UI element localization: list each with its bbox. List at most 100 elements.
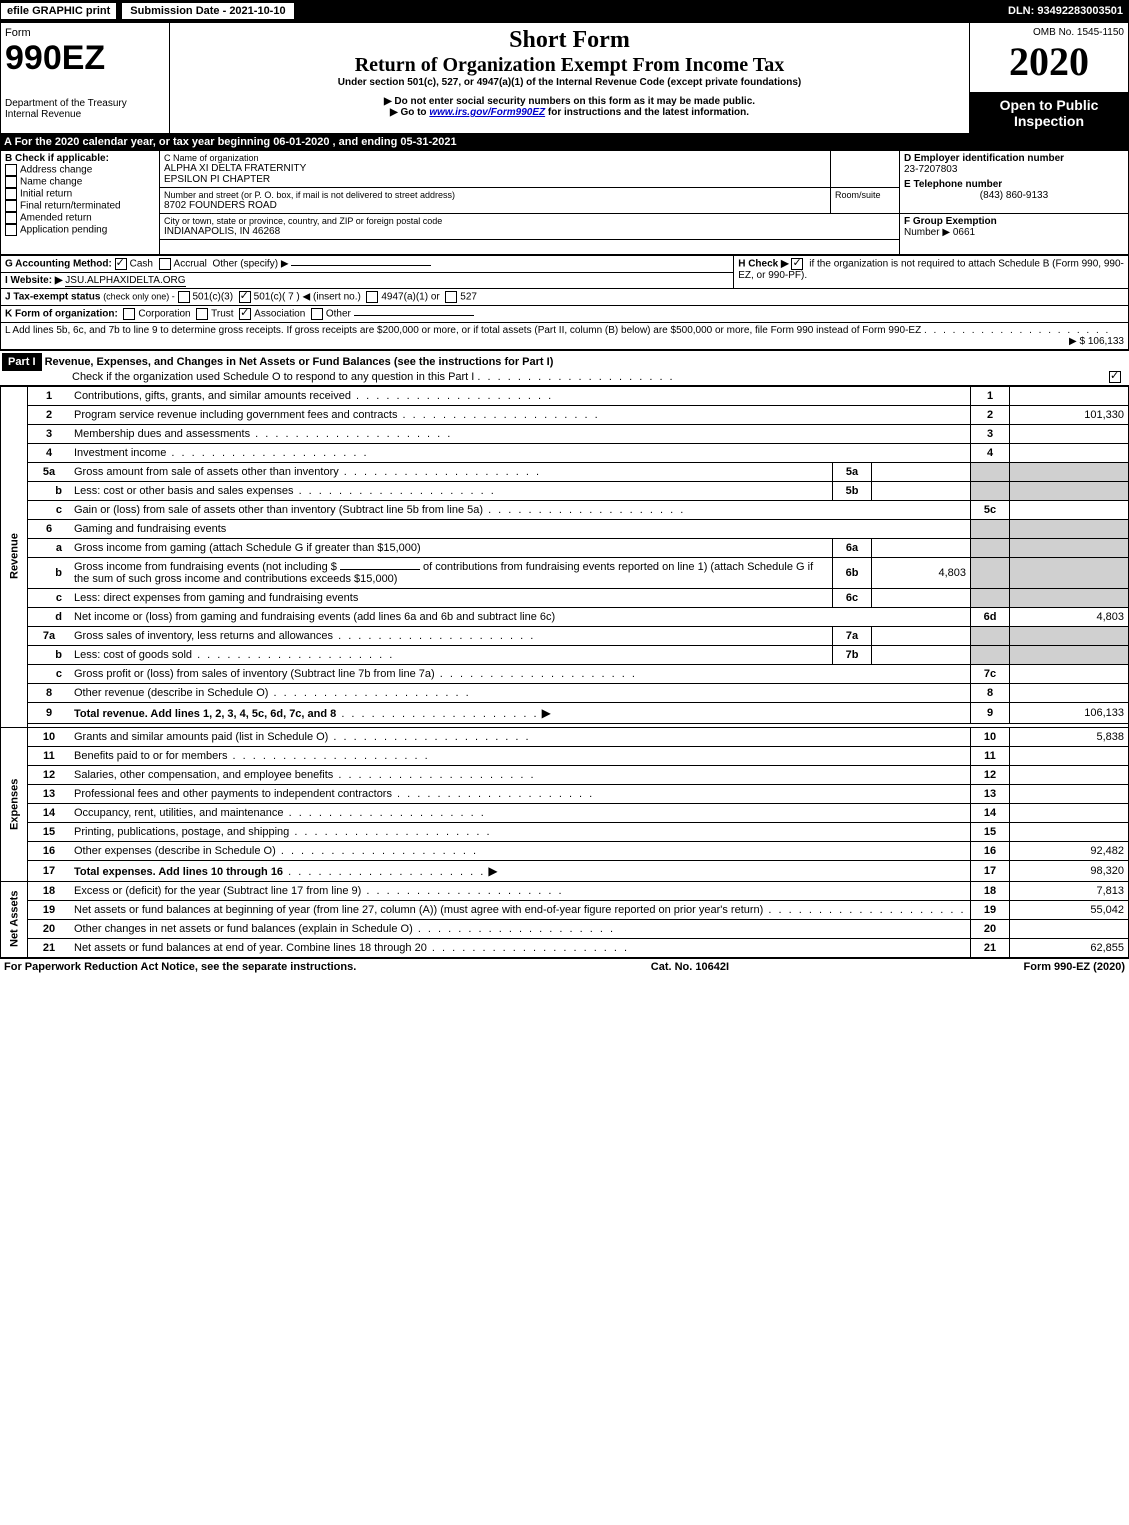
chk-other-org[interactable] [311, 308, 323, 320]
chk-schedule-b[interactable] [791, 258, 803, 270]
chk-501c3[interactable] [178, 291, 190, 303]
addr-value: 8702 FOUNDERS ROAD [164, 200, 826, 211]
shaded-cell [971, 557, 1010, 588]
line-4-desc: Investment income [74, 447, 166, 459]
addr-label: Number and street (or P. O. box, if mail… [164, 190, 826, 200]
dots [336, 708, 538, 720]
line-7a-num: 7a [28, 626, 71, 645]
chk-527[interactable] [445, 291, 457, 303]
chk-initial-return[interactable]: Initial return [5, 188, 155, 200]
shaded-cell [1010, 519, 1129, 538]
line-21-num: 21 [28, 938, 71, 957]
chk-name-change-label: Name change [20, 176, 82, 187]
page-footer: For Paperwork Reduction Act Notice, see … [0, 958, 1129, 975]
dots [192, 649, 394, 661]
dots [294, 485, 496, 497]
line-3-col: 3 [971, 424, 1010, 443]
dots [397, 409, 599, 421]
dots [351, 390, 553, 402]
dots [283, 866, 485, 878]
line-4-col: 4 [971, 443, 1010, 462]
line-6a-num: a [28, 538, 71, 557]
chk-corp[interactable] [123, 308, 135, 320]
chk-cash[interactable] [115, 258, 127, 270]
shaded-cell [971, 519, 1010, 538]
line-13-col: 13 [971, 784, 1010, 803]
other-org-input[interactable] [354, 315, 474, 316]
line-16-desc: Other expenses (describe in Schedule O) [74, 845, 276, 857]
opt-501c3: 501(c)(3) [193, 291, 234, 302]
irs-link[interactable]: www.irs.gov/Form990EZ [429, 107, 545, 118]
line-g-label: G Accounting Method: [5, 258, 112, 269]
line-15-col: 15 [971, 822, 1010, 841]
chk-address-change[interactable]: Address change [5, 164, 155, 176]
line-6d-val: 4,803 [1010, 607, 1129, 626]
shaded-cell [1010, 462, 1129, 481]
goto-line: ▶ Go to www.irs.gov/Form990EZ for instru… [174, 107, 965, 118]
opt-501c: 501(c)( 7 ) ◀ (insert no.) [254, 291, 361, 302]
line-6-desc: Gaming and fundraising events [70, 519, 971, 538]
chk-schedule-o[interactable] [1109, 371, 1121, 383]
chk-application-pending[interactable]: Application pending [5, 224, 155, 236]
line-9-col: 9 [971, 702, 1010, 723]
line-6b-desc1: Gross income from fundraising events (no… [74, 561, 337, 573]
line-10-desc: Grants and similar amounts paid (list in… [74, 731, 328, 743]
ein-label: D Employer identification number [904, 153, 1124, 164]
line-13-num: 13 [28, 784, 71, 803]
efile-label[interactable]: efile GRAPHIC print [0, 2, 117, 20]
other-specify-input[interactable] [291, 265, 431, 266]
dots [392, 788, 594, 800]
line-5b-desc: Less: cost or other basis and sales expe… [74, 485, 294, 497]
footer-mid: Cat. No. 10642I [651, 961, 729, 973]
tel-label: E Telephone number [904, 179, 1124, 190]
chk-trust[interactable] [196, 308, 208, 320]
line-20-num: 20 [28, 919, 71, 938]
revenue-section-label: Revenue [1, 386, 28, 727]
section-a-taxyear: A For the 2020 calendar year, or tax yea… [0, 134, 1129, 150]
line-10-val: 5,838 [1010, 727, 1129, 746]
shaded-cell [971, 645, 1010, 664]
dots [413, 923, 615, 935]
group-num-label: Number ▶ [904, 227, 950, 238]
line-7c-val [1010, 664, 1129, 683]
line-7a-ival [872, 626, 971, 645]
line-2-col: 2 [971, 405, 1010, 424]
line-6b-num: b [28, 557, 71, 588]
line-7c-col: 7c [971, 664, 1010, 683]
pointer-icon: ▶ [542, 706, 551, 720]
chk-final-return[interactable]: Final return/terminated [5, 200, 155, 212]
dots [339, 466, 541, 478]
line-6b-input[interactable] [340, 569, 420, 570]
chk-amended-return[interactable]: Amended return [5, 212, 155, 224]
title-short-form: Short Form [174, 27, 965, 54]
dln-label: DLN: 93492283003501 [1008, 5, 1129, 17]
dots [268, 687, 470, 699]
line-5b-inum: 5b [833, 481, 872, 500]
line-20-val [1010, 919, 1129, 938]
line-1-desc: Contributions, gifts, grants, and simila… [74, 390, 351, 402]
chk-accrual[interactable] [159, 258, 171, 270]
under-section: Under section 501(c), 527, or 4947(a)(1)… [174, 77, 965, 88]
chk-4947[interactable] [366, 291, 378, 303]
city-value: INDIANAPOLIS, IN 46268 [164, 226, 895, 237]
line-1-num: 1 [28, 386, 71, 405]
shaded-cell [1010, 645, 1129, 664]
line-5c-desc: Gain or (loss) from sale of assets other… [74, 504, 483, 516]
chk-501c[interactable] [239, 291, 251, 303]
opt-trust: Trust [211, 308, 233, 319]
chk-assoc[interactable] [239, 308, 251, 320]
line-8-num: 8 [28, 683, 71, 702]
line-5a-inum: 5a [833, 462, 872, 481]
line-12-val [1010, 765, 1129, 784]
line-l-text: L Add lines 5b, 6c, and 7b to line 9 to … [5, 325, 921, 336]
opt-other-org: Other [326, 308, 351, 319]
dots [483, 504, 685, 516]
line-2-desc: Program service revenue including govern… [74, 409, 397, 421]
top-bar: efile GRAPHIC print Submission Date - 20… [0, 0, 1129, 22]
group-exempt-label: F Group Exemption [904, 216, 1124, 227]
website-value[interactable]: JSU.ALPHAXIDELTA.ORG [65, 275, 185, 287]
part-1-label: Part I [2, 353, 42, 371]
chk-name-change[interactable]: Name change [5, 176, 155, 188]
dots [289, 826, 491, 838]
line-7b-ival [872, 645, 971, 664]
